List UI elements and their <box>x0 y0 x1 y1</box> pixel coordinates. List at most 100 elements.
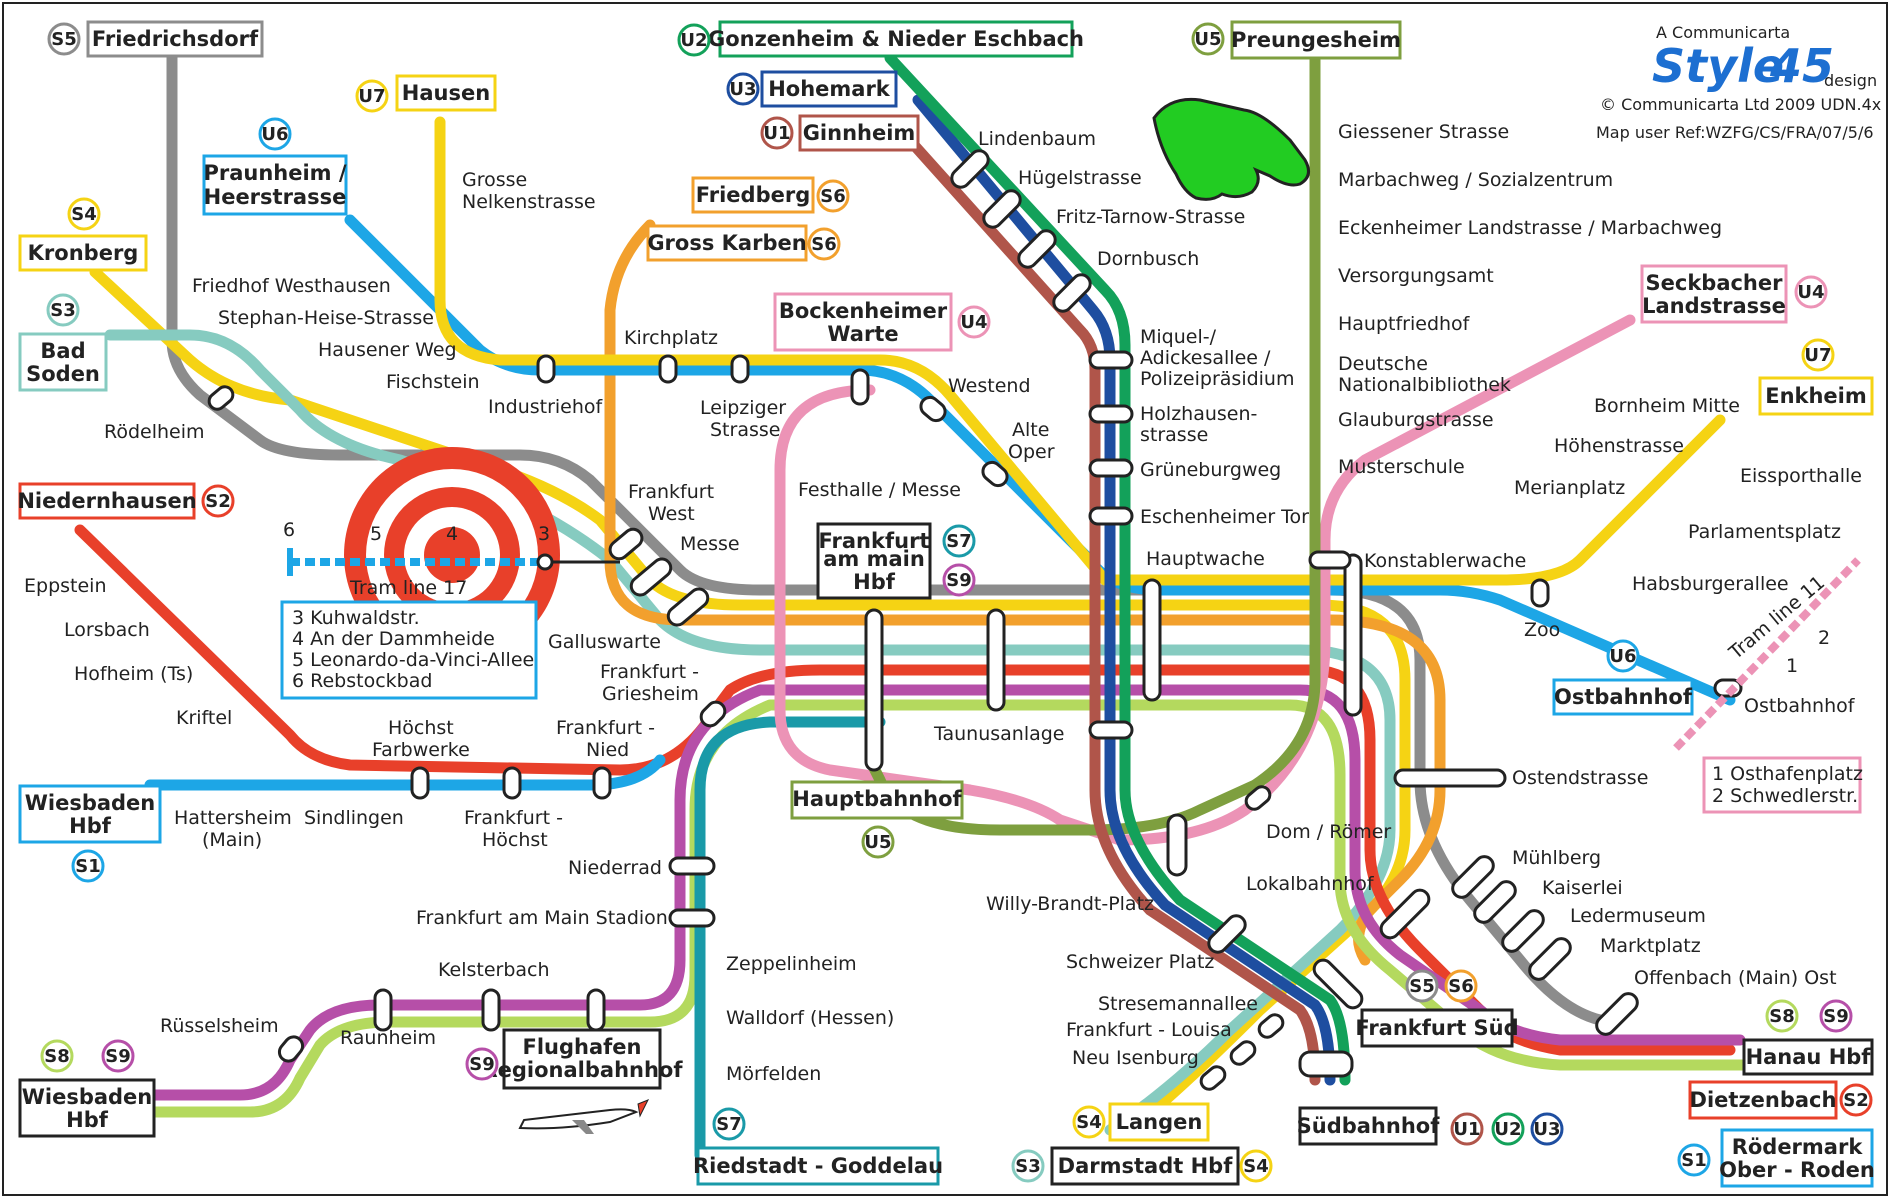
terminal-seckbacher[interactable]: Seckbacher <box>1646 271 1784 295</box>
stop-industriehof[interactable] <box>536 354 556 384</box>
badge-s9[interactable]: S9 <box>942 563 976 597</box>
station-leipziger[interactable]: Leipziger <box>700 397 786 419</box>
route-s3[interactable] <box>104 329 1396 1136</box>
route-u1[interactable] <box>899 129 1321 1086</box>
stop-zoo[interactable] <box>1530 578 1550 608</box>
stop-flughafen[interactable] <box>373 988 393 1032</box>
stop-ff-hoechst[interactable] <box>502 766 522 800</box>
station-hofheim[interactable]: Hofheim (Ts) <box>74 663 193 685</box>
terminal-riedstadt[interactable]: Riedstadt - Goddelau <box>693 1154 943 1178</box>
station-friedhof-westhausen[interactable]: Friedhof Westhausen <box>192 275 391 297</box>
station-huegelstrasse[interactable]: Hügelstrasse <box>1018 167 1142 189</box>
station-industriehof[interactable]: Industriehof <box>488 396 604 418</box>
terminal-ginnheim[interactable]: Ginnheim <box>803 121 916 145</box>
station-hoechst-fw[interactable]: Höchst <box>388 717 454 739</box>
station-eissporthalle[interactable]: Eissporthalle <box>1740 465 1862 487</box>
station-grosse-nelken[interactable]: Grosse <box>462 169 527 191</box>
badge-s5-b[interactable]: S5 <box>1405 969 1439 1003</box>
badge-u5-b[interactable]: U5 <box>861 825 895 859</box>
station-kirchplatz[interactable]: Kirchplatz <box>624 327 718 349</box>
route-u2[interactable] <box>884 52 1351 1086</box>
station-neu-isenburg[interactable]: Neu Isenburg <box>1072 1047 1199 1069</box>
stop-westend[interactable] <box>917 394 948 425</box>
terminal-hausen[interactable]: Hausen <box>402 81 490 105</box>
terminal-hauptbahnhof[interactable]: Hauptbahnhof <box>792 787 962 811</box>
terminal-suedbahnhof[interactable]: Südbahnhof <box>1297 1114 1441 1138</box>
station-marbachweg[interactable]: Marbachweg / Sozialzentrum <box>1338 169 1613 191</box>
station-galluswarte[interactable]: Galluswarte <box>548 631 661 653</box>
stop-ostendstrasse[interactable] <box>1393 768 1507 788</box>
station-habsburgerallee[interactable]: Habsburgerallee <box>1632 573 1789 595</box>
badge-u4[interactable]: U4 <box>957 305 991 339</box>
stop-grueneburgweg[interactable] <box>1088 458 1134 478</box>
station-kriftel[interactable]: Kriftel <box>176 707 232 729</box>
station-kelsterbach[interactable]: Kelsterbach <box>438 959 550 981</box>
station-stresemann[interactable]: Stresemannallee <box>1098 993 1258 1015</box>
stop-willy-brandt-u5[interactable] <box>1166 813 1188 877</box>
station-westend[interactable]: Westend <box>948 375 1031 397</box>
station-stephan-heise[interactable]: Stephan-Heise-Strasse <box>218 307 434 329</box>
station-ostendstrasse[interactable]: Ostendstrasse <box>1512 767 1648 789</box>
badge-s9-b[interactable]: S9 <box>101 1039 135 1073</box>
station-zoo[interactable]: Zoo <box>1524 619 1560 641</box>
terminal-ostbahnhof[interactable]: Ostbahnhof <box>1554 685 1693 709</box>
station-ostbahnhof[interactable]: Ostbahnhof <box>1744 695 1856 717</box>
stop-stadion[interactable] <box>668 908 716 928</box>
stop-suedbahnhof[interactable] <box>1298 1050 1354 1078</box>
terminal-enkheim[interactable]: Enkheim <box>1765 384 1867 408</box>
stop-alte-oper[interactable] <box>979 459 1010 490</box>
station-raunheim[interactable]: Raunheim <box>340 1027 436 1049</box>
badge-u1[interactable]: U1 <box>760 116 794 150</box>
terminal-preungesheim[interactable]: Preungesheim <box>1231 28 1401 52</box>
badge-s9-d[interactable]: S9 <box>1819 999 1853 1033</box>
badge-u5[interactable]: U5 <box>1191 22 1225 56</box>
stop-konstablerwache[interactable] <box>1343 553 1363 717</box>
route-u3[interactable] <box>912 94 1336 1086</box>
badge-u1-b[interactable]: U1 <box>1450 1112 1484 1146</box>
station-dornbusch[interactable]: Dornbusch <box>1097 248 1199 270</box>
badge-s2-b[interactable]: S2 <box>1839 1083 1873 1117</box>
station-stadion[interactable]: Frankfurt am Main Stadion <box>416 907 668 929</box>
stop-leipziger[interactable] <box>730 354 750 384</box>
stop-frankfurt-sued[interactable] <box>1310 956 1365 1011</box>
terminal-darmstadt[interactable]: Darmstadt Hbf <box>1058 1154 1234 1178</box>
stop-dornbusch[interactable] <box>1050 271 1094 315</box>
station-dnb[interactable]: Deutsche <box>1338 353 1428 375</box>
tram-17-stop[interactable] <box>536 553 554 571</box>
terminal-wiesbaden-b[interactable]: Wiesbaden <box>22 1085 153 1109</box>
tram-11-line[interactable] <box>1673 557 1861 751</box>
stop-kelsterbach[interactable] <box>481 988 501 1032</box>
terminal-gonzenheim[interactable]: Gonzenheim & Nieder Eschbach <box>708 27 1084 51</box>
stop-kirchplatz[interactable] <box>658 354 678 384</box>
station-hattersheim[interactable]: Hattersheim <box>174 807 292 829</box>
station-konstablerwache[interactable]: Konstablerwache <box>1364 550 1526 572</box>
stop-neu-isenburg[interactable] <box>1198 1064 1228 1093</box>
station-messe[interactable]: Messe <box>680 533 740 555</box>
stop-messe[interactable] <box>628 555 675 598</box>
badge-s3-b[interactable]: S3 <box>1011 1149 1045 1183</box>
stop-konstablerwache-u[interactable] <box>1308 550 1352 570</box>
stop-holzhausen[interactable] <box>1088 404 1134 424</box>
badge-u4-b[interactable]: U4 <box>1794 275 1828 309</box>
badge-s8[interactable]: S8 <box>40 1039 74 1073</box>
stop-kaiserlei[interactable] <box>1471 878 1519 926</box>
terminal-gross-karben[interactable]: Gross Karben <box>647 231 806 255</box>
station-willy-brandt[interactable]: Willy-Brandt-Platz <box>986 893 1154 915</box>
route-s6[interactable] <box>604 219 1446 966</box>
badge-s1[interactable]: S1 <box>71 849 105 883</box>
badge-u6[interactable]: U6 <box>258 117 292 151</box>
station-eckenheimer[interactable]: Eckenheimer Landstrasse / Marbachweg <box>1338 217 1722 239</box>
terminal-roedermark[interactable]: Rödermark <box>1732 1135 1864 1159</box>
station-walldorf[interactable]: Walldorf (Hessen) <box>726 1007 894 1029</box>
stop-lokalbahnhof[interactable] <box>1377 886 1432 941</box>
terminal-frankfurt-sued[interactable]: Frankfurt Süd <box>1355 1016 1518 1040</box>
stop-griesheim[interactable] <box>697 698 728 729</box>
stop-taunusanlage[interactable] <box>986 608 1006 712</box>
stop-willy-brandt[interactable] <box>1088 720 1134 740</box>
station-grueneburgweg[interactable]: Grüneburgweg <box>1140 459 1281 481</box>
station-parlamentsplatz[interactable]: Parlamentsplatz <box>1688 521 1841 543</box>
stop-roedelheim[interactable] <box>206 384 236 413</box>
station-merianplatz[interactable]: Merianplatz <box>1514 477 1625 499</box>
route-s7[interactable] <box>694 716 886 1161</box>
terminal-kronberg[interactable]: Kronberg <box>28 241 139 265</box>
